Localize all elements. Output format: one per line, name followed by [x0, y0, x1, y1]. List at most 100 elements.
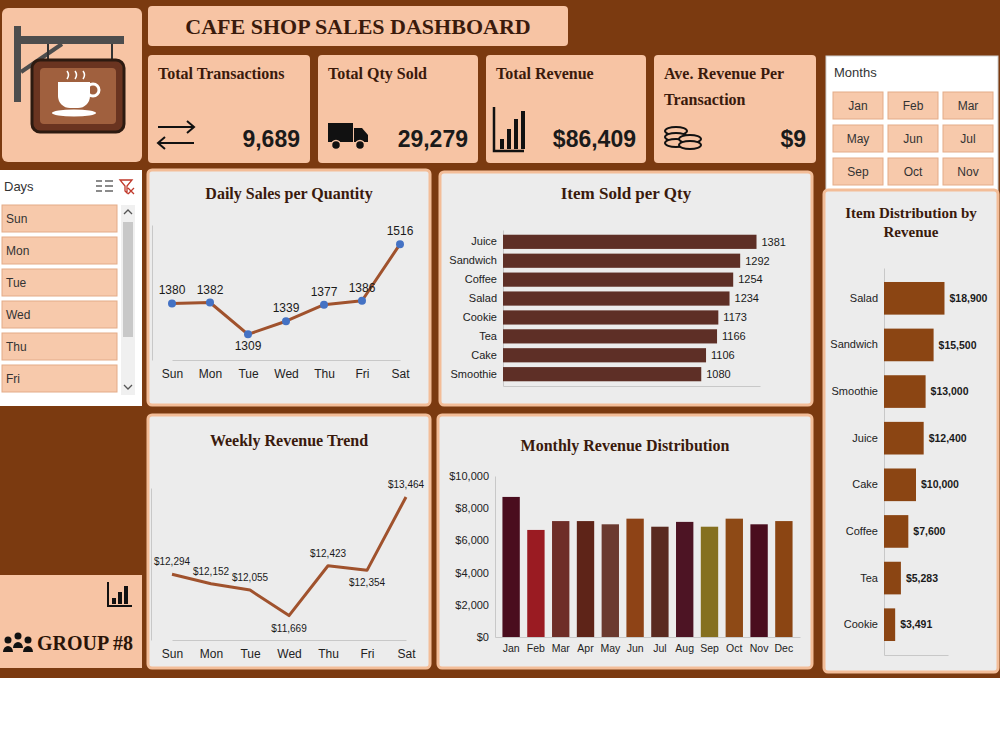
- slicer-item[interactable]: Oct: [904, 165, 923, 179]
- y-axis: [151, 489, 152, 641]
- tick: Apr: [577, 637, 594, 654]
- slicer-item[interactable]: Mar: [958, 99, 979, 113]
- x-axis: [504, 386, 761, 387]
- x-axis-line: [504, 386, 761, 387]
- y-axis-line: [152, 226, 153, 361]
- slicer-item[interactable]: Jan: [848, 99, 867, 113]
- dashboard: CAFE SHOP SALES DASHBOARDTotal Transacti…: [0, 0, 1000, 750]
- bar: [626, 519, 643, 637]
- slicer-item[interactable]: Thu: [6, 340, 27, 354]
- tick: Sandwich: [830, 338, 884, 350]
- slicer-button: [2, 301, 117, 328]
- bar: [884, 375, 926, 408]
- text-line: Revenue: [884, 224, 939, 240]
- tick: $0: [477, 631, 495, 643]
- text-line: Ave. Revenue Per: [664, 65, 784, 82]
- slicer-button: [2, 333, 117, 360]
- tick: $4,000: [455, 567, 495, 579]
- tick-label: Salad: [850, 292, 878, 304]
- kpi-card: [486, 55, 646, 163]
- tick-label: Coffee: [846, 525, 878, 537]
- bar: [651, 527, 668, 637]
- slicer-item[interactable]: Jul: [960, 132, 975, 146]
- chart-title: Monthly Revenue Distribution: [521, 437, 730, 455]
- tick-label: Salad: [469, 292, 497, 304]
- bar: [503, 367, 701, 381]
- slicer-item[interactable]: Feb: [903, 99, 924, 113]
- tick: Thu: [318, 640, 339, 661]
- tick-label: Fri: [356, 367, 370, 381]
- tick: Tea: [479, 330, 503, 342]
- tick: Juice: [852, 432, 884, 444]
- data-label: $7,600: [913, 525, 945, 537]
- marker: [244, 330, 252, 338]
- bar: [884, 515, 908, 548]
- truck-wheel: [356, 141, 365, 150]
- y-axis-line: [151, 489, 152, 641]
- plot-area: [168, 240, 404, 338]
- bar: [527, 530, 544, 637]
- text-line: Daily Sales per Quantity: [205, 185, 372, 203]
- slicer-item[interactable]: Nov: [957, 165, 978, 179]
- tick-label: Juice: [471, 235, 497, 247]
- chart-icon-axes: [494, 107, 524, 151]
- bar: [884, 282, 944, 315]
- tick-label: Smoothie: [832, 385, 878, 397]
- tick-label: $0: [477, 631, 489, 643]
- slicer-title: Months: [834, 65, 877, 80]
- bar: [884, 422, 924, 455]
- slicer-item[interactable]: Sep: [847, 165, 869, 179]
- chart-panel: [148, 415, 430, 668]
- chart-icon-bar: [500, 139, 504, 149]
- kpi-icon: [158, 121, 194, 149]
- tick-label: Tea: [479, 330, 498, 342]
- text-line: Total Qty Sold: [328, 65, 427, 83]
- tick: Tue: [240, 640, 261, 661]
- chart-icon-bar: [514, 119, 518, 149]
- chart-panel: [438, 415, 812, 668]
- person-head: [25, 637, 32, 644]
- slicer-button: [943, 158, 993, 185]
- tick-label: Tue: [238, 367, 259, 381]
- slicer-item[interactable]: Mon: [6, 244, 29, 258]
- bar: [884, 608, 895, 641]
- slicer-item[interactable]: Jun: [903, 132, 922, 146]
- slicer-button: [2, 205, 117, 232]
- tick: Sat: [391, 360, 410, 381]
- tick-label: Sat: [397, 647, 416, 661]
- data-label: $13,000: [931, 385, 969, 397]
- data-label: $5,283: [906, 572, 938, 584]
- tick: Sandwich: [449, 254, 503, 266]
- x-axis-line: [885, 655, 949, 656]
- slicer-item[interactable]: Wed: [6, 308, 30, 322]
- kpi-label: Total Transactions: [158, 65, 284, 82]
- sign-arm: [14, 36, 124, 44]
- tick-label: $4,000: [455, 567, 489, 579]
- x-axis: SunMonTueWedThuFriSat: [162, 640, 416, 661]
- text-line: Item Sold per Qty: [561, 184, 692, 203]
- tick-label: Mon: [199, 367, 222, 381]
- tick: Mar: [552, 637, 571, 654]
- slicer-item[interactable]: Tue: [6, 276, 27, 290]
- marker: [358, 297, 366, 305]
- slicer-button: [833, 125, 883, 152]
- kpi-label: Total Qty Sold: [328, 65, 427, 83]
- chart-icon-bar: [507, 129, 511, 149]
- title-box: [148, 6, 568, 46]
- tick-label: Sep: [700, 642, 719, 654]
- multi-select-icon: [96, 181, 113, 191]
- data-label: 1106: [711, 349, 735, 361]
- data-label: 1386: [349, 281, 376, 295]
- scroll-arrows[interactable]: [124, 210, 132, 389]
- slicer-item[interactable]: Fri: [6, 372, 20, 386]
- plot-area: [503, 235, 757, 382]
- tick-label: Wed: [274, 367, 298, 381]
- data-label: 1292: [745, 255, 769, 267]
- kpi-label: Ave. Revenue PerTransaction: [664, 65, 784, 108]
- slicer-item[interactable]: Sun: [6, 212, 27, 226]
- tick: Oct: [726, 637, 742, 654]
- data-label: $3,491: [900, 618, 932, 630]
- tick-label: Apr: [577, 642, 594, 654]
- tick-label: Nov: [750, 642, 769, 654]
- slicer-item[interactable]: May: [847, 132, 870, 146]
